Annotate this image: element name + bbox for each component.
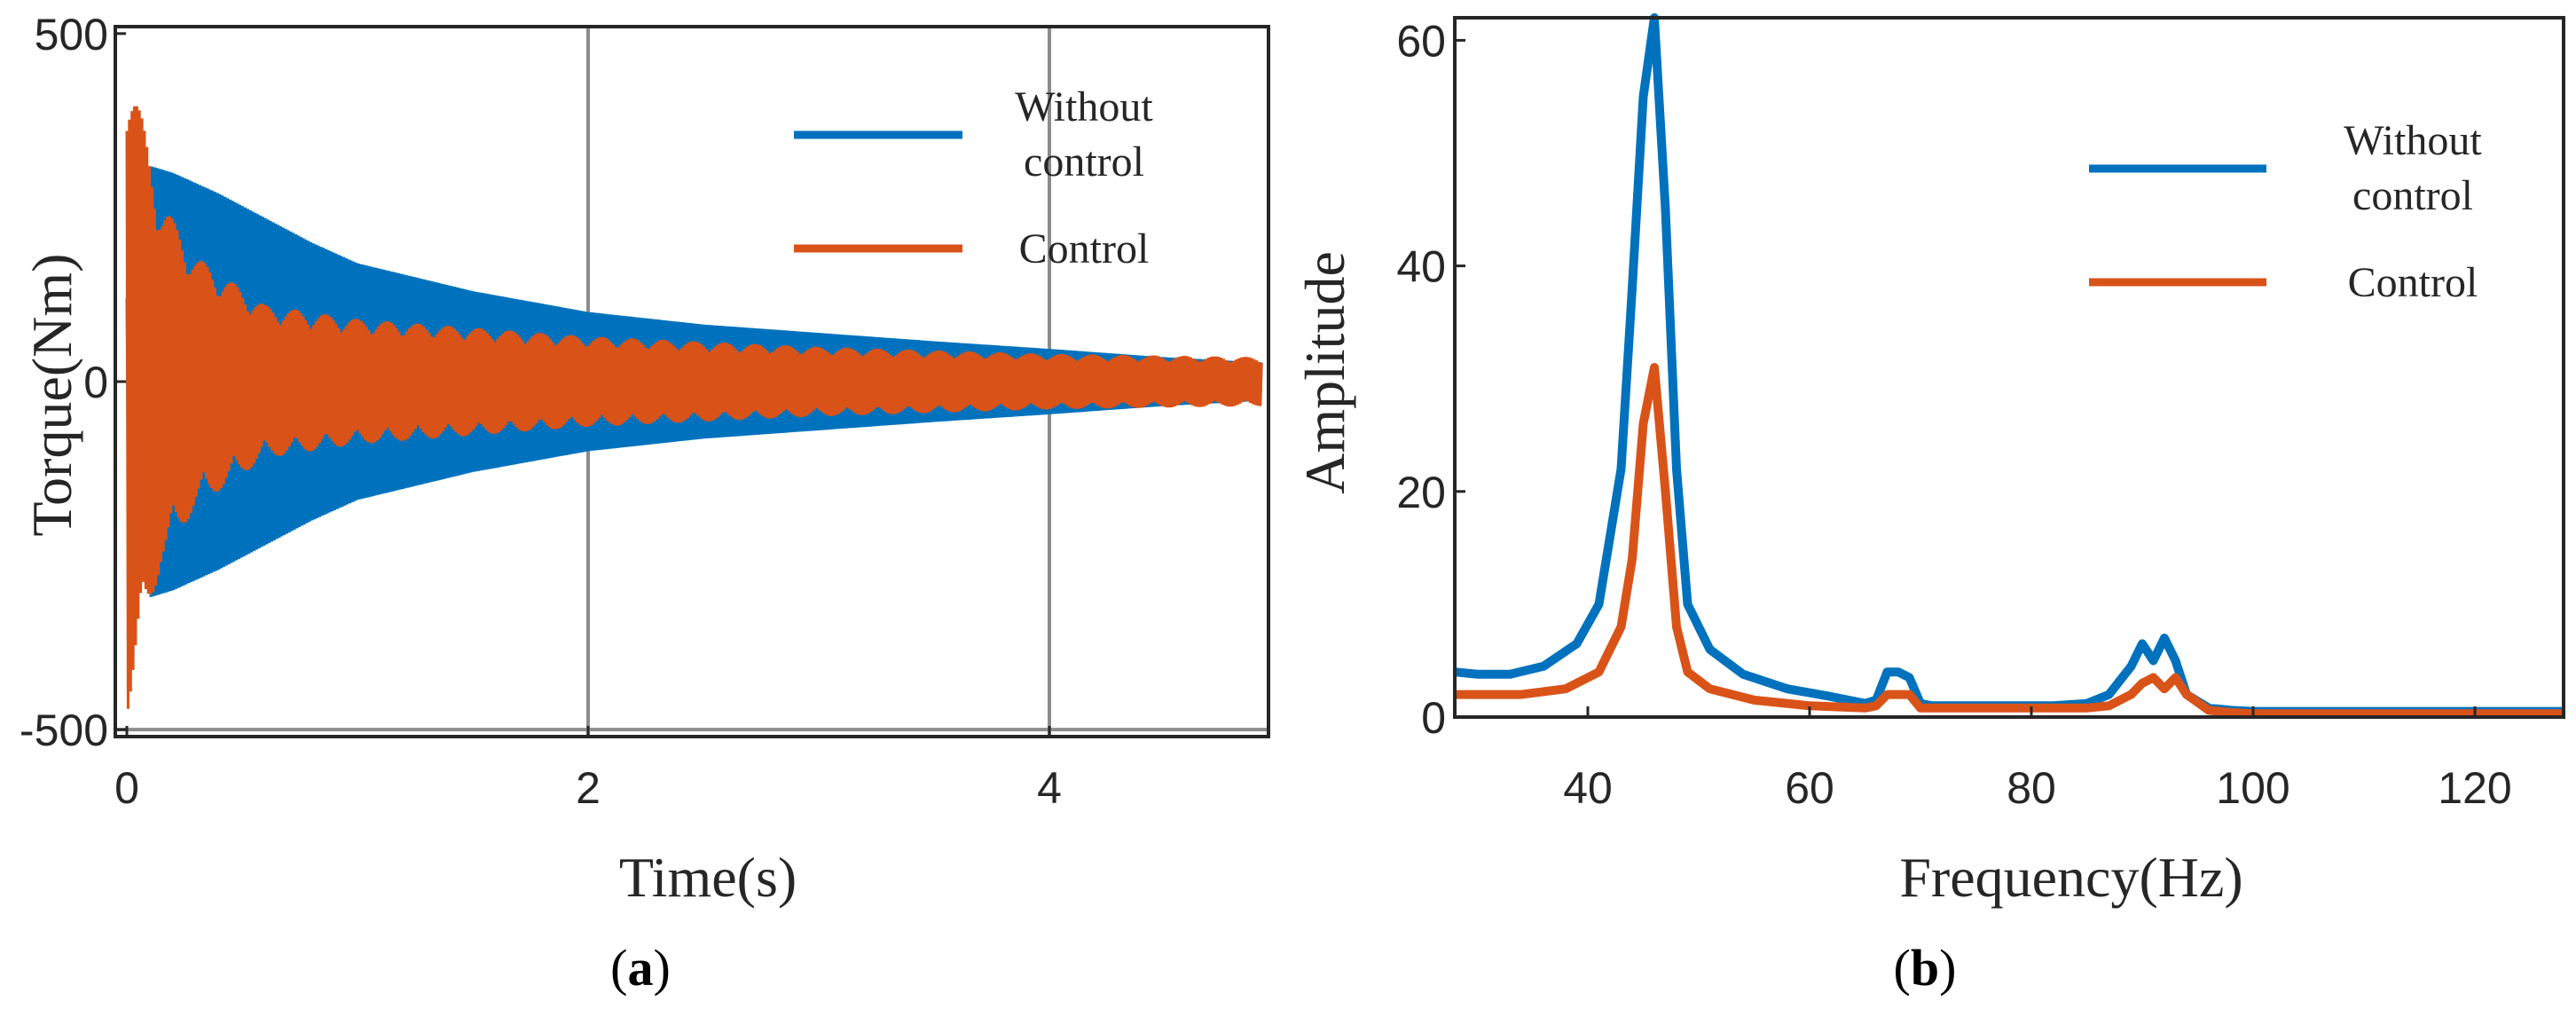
panel-a-legend: Without control Control: [794, 83, 1153, 272]
legend-label: Without: [2344, 117, 2482, 164]
panel-b-y-tick-label: 40: [1396, 242, 1446, 292]
panel-b-caption-letter: b: [1911, 939, 1939, 997]
panel-b-x-axis-label: Frequency(Hz): [1899, 846, 2242, 909]
legend-label: Control: [1019, 225, 1150, 272]
panel-b-x-ticks: 40 60 80 100 120: [1563, 706, 2512, 813]
legend-label: control: [2352, 172, 2473, 219]
panel-a-x-tick-label: 2: [576, 763, 601, 813]
panel-b-y-tick-label: 60: [1396, 16, 1446, 66]
panel-b-y-tick-label: 0: [1421, 693, 1446, 743]
panel-b-x-tick-label: 80: [2007, 763, 2056, 813]
panel-a-caption-letter: a: [628, 939, 654, 997]
panel-b-x-tick-label: 40: [1563, 763, 1613, 813]
legend-label: control: [1024, 138, 1144, 185]
panel-b-frequency-plot: 40 60 80 100 120 0 20 40 60 Frequency(Hz) Ampli…: [1293, 13, 2565, 997]
panel-a-caption: (a): [610, 939, 671, 997]
panel-b-series: [1454, 13, 2564, 719]
panel-a-x-tick-label: 0: [114, 763, 139, 813]
panel-a-y-ticks: 500 0 -500: [20, 10, 126, 755]
panel-a-x-axis-label: Time(s): [619, 846, 797, 909]
panel-a-y-tick-label: 500: [35, 10, 108, 59]
panel-b-x-tick-label: 120: [2438, 763, 2511, 813]
panel-a-line-without-control: [125, 166, 1263, 597]
panel-b-axes-box: [1453, 16, 2565, 719]
panel-a-y-tick-label: 0: [83, 358, 108, 407]
panel-a-x-ticks: 0 2 4: [114, 726, 1062, 813]
legend-label: Without: [1015, 83, 1153, 130]
panel-a-y-axis-label: Torque(Nm): [20, 254, 83, 537]
panel-b-line-control: [1455, 363, 2564, 719]
panel-b-legend: Without control Control: [2089, 117, 2482, 306]
panel-a-y-tick-label: -500: [20, 706, 108, 755]
panel-b-x-tick-label: 100: [2216, 763, 2289, 813]
panel-a-series: [125, 106, 1263, 709]
panel-b-y-tick-label: 20: [1396, 468, 1446, 517]
panel-b-x-tick-label: 60: [1785, 763, 1834, 813]
panel-b-caption: (b): [1894, 939, 1957, 997]
panel-a-line-control: [125, 106, 1263, 709]
legend-label: Control: [2348, 259, 2478, 306]
panel-b-y-ticks: 0 20 40 60: [1396, 16, 1465, 743]
panel-a-x-tick-label: 4: [1037, 763, 1062, 813]
panel-b-y-axis-label: Amplitude: [1293, 251, 1356, 494]
